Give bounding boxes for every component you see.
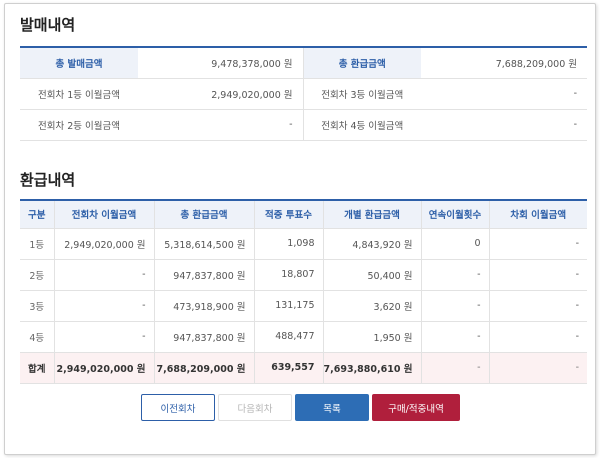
cell-total-next-carryover: - xyxy=(489,352,587,384)
cell-next-carryover: - xyxy=(489,290,587,322)
sales-section-title: 발매내역 xyxy=(20,16,76,34)
table-row: 2등 - 947,837,800 원 18,807 50,400 원 - - xyxy=(20,259,587,291)
refund-section-title: 환급내역 xyxy=(20,171,76,189)
table-row: 1등 2,949,020,000 원 5,318,614,500 원 1,098… xyxy=(20,228,587,260)
table-header-row: 구분 전회차 이월금액 총 환급금액 적중 투표수 개별 환급금액 연속이월횟수… xyxy=(20,200,587,229)
total-refund-value: 7,688,209,000 원 xyxy=(421,47,587,79)
cell-individual-refund: 1,950 원 xyxy=(323,321,422,353)
col-header-individual-refund: 개별 환급금액 xyxy=(323,200,422,229)
table-row: 총 발매금액 9,478,378,000 원 총 환급금액 7,688,209,… xyxy=(20,47,587,79)
cell-consecutive-carryover: - xyxy=(421,290,490,322)
cell-consecutive-carryover: - xyxy=(421,259,490,291)
cell-winning-votes: 1,098 xyxy=(254,228,324,260)
cell-total-prev-carryover: 2,949,020,000 원 xyxy=(54,352,155,384)
cell-next-carryover: - xyxy=(489,259,587,291)
purchase-history-button[interactable]: 구매/적중내역 xyxy=(372,394,460,421)
cell-total-refund: 473,918,900 원 xyxy=(154,290,255,322)
cell-winning-votes: 488,477 xyxy=(254,321,324,353)
cell-rank: 3등 xyxy=(20,290,55,322)
refund-table: 구분 전회차 이월금액 총 환급금액 적중 투표수 개별 환급금액 연속이월횟수… xyxy=(20,199,587,384)
cell-total-winning-votes: 639,557 xyxy=(254,352,324,384)
carryover-2nd-value: - xyxy=(138,109,304,141)
col-header-consecutive-carryover: 연속이월횟수 xyxy=(421,200,490,229)
total-refund-label: 총 환급금액 xyxy=(303,47,421,79)
cell-winning-votes: 18,807 xyxy=(254,259,324,291)
cell-total-refund-sum: 7,688,209,000 원 xyxy=(154,352,255,384)
next-round-button[interactable]: 다음회차 xyxy=(218,394,292,421)
carryover-1st-label: 전회차 1등 이월금액 xyxy=(20,78,138,110)
cell-total-refund: 947,837,800 원 xyxy=(154,259,255,291)
cell-consecutive-carryover: - xyxy=(421,321,490,353)
result-panel: 발매내역 총 발매금액 9,478,378,000 원 총 환급금액 7,688… xyxy=(4,3,596,455)
total-sales-label: 총 발매금액 xyxy=(20,47,138,79)
col-header-total-refund: 총 환급금액 xyxy=(154,200,255,229)
cell-winning-votes: 131,175 xyxy=(254,290,324,322)
col-header-rank: 구분 xyxy=(20,200,55,229)
cell-next-carryover: - xyxy=(489,321,587,353)
col-header-winning-votes: 적중 투표수 xyxy=(254,200,324,229)
cell-individual-refund: 4,843,920 원 xyxy=(323,228,422,260)
cell-rank: 2등 xyxy=(20,259,55,291)
cell-next-carryover: - xyxy=(489,228,587,260)
cell-rank: 4등 xyxy=(20,321,55,353)
table-row: 4등 - 947,837,800 원 488,477 1,950 원 - - xyxy=(20,321,587,353)
carryover-3rd-label: 전회차 3등 이월금액 xyxy=(303,78,421,110)
cell-rank: 1등 xyxy=(20,228,55,260)
cell-total-refund: 947,837,800 원 xyxy=(154,321,255,353)
cell-consecutive-carryover: 0 xyxy=(421,228,490,260)
cell-total-consecutive-carryover: - xyxy=(421,352,490,384)
table-row: 전회차 2등 이월금액 - 전회차 4등 이월금액 - xyxy=(20,109,587,141)
carryover-1st-value: 2,949,020,000 원 xyxy=(138,78,304,110)
col-header-prev-carryover: 전회차 이월금액 xyxy=(54,200,155,229)
carryover-4th-label: 전회차 4등 이월금액 xyxy=(303,109,421,141)
table-row: 3등 - 473,918,900 원 131,175 3,620 원 - - xyxy=(20,290,587,322)
list-button[interactable]: 목록 xyxy=(295,394,369,421)
cell-total-individual-refund: 7,693,880,610 원 xyxy=(323,352,422,384)
total-sales-value: 9,478,378,000 원 xyxy=(138,47,304,79)
cell-prev-carryover: - xyxy=(54,259,155,291)
carryover-3rd-value: - xyxy=(421,78,587,110)
table-total-row: 합계 2,949,020,000 원 7,688,209,000 원 639,5… xyxy=(20,352,587,384)
cell-prev-carryover: - xyxy=(54,290,155,322)
cell-prev-carryover: - xyxy=(54,321,155,353)
cell-individual-refund: 50,400 원 xyxy=(323,259,422,291)
cell-total-label: 합계 xyxy=(20,352,55,384)
cell-individual-refund: 3,620 원 xyxy=(323,290,422,322)
table-row: 전회차 1등 이월금액 2,949,020,000 원 전회차 3등 이월금액 … xyxy=(20,78,587,110)
col-header-next-carryover: 차회 이월금액 xyxy=(489,200,587,229)
cell-prev-carryover: 2,949,020,000 원 xyxy=(54,228,155,260)
carryover-4th-value: - xyxy=(421,109,587,141)
button-bar: 이전회차 다음회차 목록 구매/적중내역 xyxy=(0,394,600,421)
cell-total-refund: 5,318,614,500 원 xyxy=(154,228,255,260)
carryover-2nd-label: 전회차 2등 이월금액 xyxy=(20,109,138,141)
sales-summary-table: 총 발매금액 9,478,378,000 원 총 환급금액 7,688,209,… xyxy=(20,46,587,141)
prev-round-button[interactable]: 이전회차 xyxy=(141,394,215,421)
